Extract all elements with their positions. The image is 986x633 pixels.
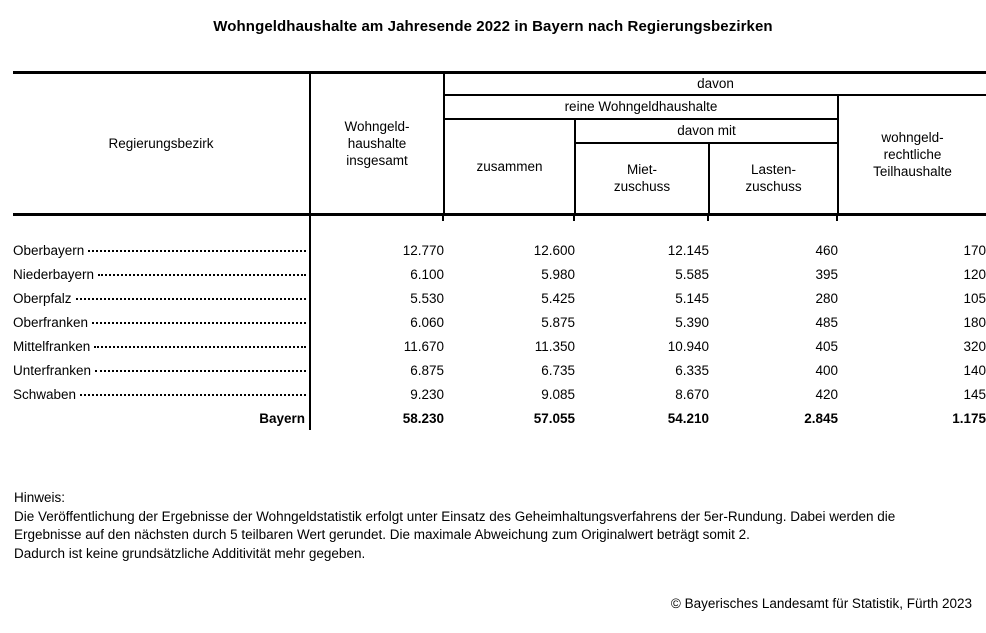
value-cell-miet: 12.145 xyxy=(667,242,709,258)
region-name-cell: Schwaben xyxy=(13,382,311,406)
region-name-cell: Niederbayern xyxy=(13,262,311,286)
value-cell-zusammen: 57.055 xyxy=(533,410,575,426)
region-name: Oberfranken xyxy=(13,314,89,330)
value-cell-miet: 10.940 xyxy=(667,338,709,354)
region-name-cell: Oberpfalz xyxy=(13,286,311,310)
dot-leader xyxy=(98,273,306,276)
value-cell-teil: 320 xyxy=(963,338,986,354)
table-row: Oberfranken 6.060 5.875 5.390 485 180 xyxy=(13,310,986,334)
table-header: Regierungsbezirk Wohngeld- haushalte ins… xyxy=(13,72,986,216)
value-cell-total: 5.530 xyxy=(410,290,444,306)
value-cell-lasten: 420 xyxy=(815,386,838,402)
value-cell-miet: 54.210 xyxy=(667,410,709,426)
value-cell-zusammen: 5.425 xyxy=(541,290,575,306)
group-header-reine-wohngeldhaushalte: reine Wohngeldhaushalte xyxy=(444,94,838,120)
value-cell-miet: 5.585 xyxy=(675,266,709,282)
value-cell-teil: 180 xyxy=(963,314,986,330)
value-cell-miet: 5.145 xyxy=(675,290,709,306)
value-cell-teil: 120 xyxy=(963,266,986,282)
value-cell-total: 6.060 xyxy=(410,314,444,330)
dot-leader xyxy=(75,297,306,300)
region-name: Mittelfranken xyxy=(13,338,91,354)
col-header-insgesamt: Wohngeld- haushalte insgesamt xyxy=(310,72,445,216)
table-row: Niederbayern 6.100 5.980 5.585 395 120 xyxy=(13,262,986,286)
value-cell-lasten: 2.845 xyxy=(804,410,838,426)
copyright: © Bayerisches Landesamt für Statistik, F… xyxy=(670,596,972,611)
value-cell-lasten: 405 xyxy=(815,338,838,354)
dot-leader xyxy=(95,369,306,372)
col-header-mietzuschuss: Miet- zuschuss xyxy=(575,142,710,216)
value-cell-lasten: 280 xyxy=(815,290,838,306)
dot-leader xyxy=(88,249,306,252)
value-cell-total: 58.230 xyxy=(402,410,444,426)
value-cell-teil: 1.175 xyxy=(952,410,986,426)
column-rule-stub xyxy=(575,214,709,238)
table-row: Oberpfalz 5.530 5.425 5.145 280 105 xyxy=(13,286,986,310)
value-cell-zusammen: 5.980 xyxy=(541,266,575,282)
note-text: Die Veröffentlichung der Ergebnisse der … xyxy=(14,508,896,561)
col-header-teilhaushalte: wohngeld- rechtliche Teilhaushalte xyxy=(836,94,986,216)
wohngeld-table: Regierungsbezirk Wohngeld- haushalte ins… xyxy=(13,71,986,430)
col-header-lastenzuschuss: Lasten- zuschuss xyxy=(709,142,838,216)
value-cell-lasten: 460 xyxy=(815,242,838,258)
region-name: Schwaben xyxy=(13,386,77,402)
value-cell-lasten: 400 xyxy=(815,362,838,378)
group-header-davon: davon xyxy=(444,72,986,96)
page-title: Wohngeldhaushalte am Jahresende 2022 in … xyxy=(213,18,773,35)
table-body: Oberbayern 12.770 12.600 12.145 460 170 Nieder… xyxy=(13,214,986,430)
value-cell-zusammen: 5.875 xyxy=(541,314,575,330)
value-cell-lasten: 395 xyxy=(815,266,838,282)
region-name: Oberbayern xyxy=(13,242,85,258)
value-cell-zusammen: 11.350 xyxy=(534,338,575,354)
value-cell-miet: 6.335 xyxy=(675,362,709,378)
value-cell-teil: 170 xyxy=(963,242,986,258)
dot-leader xyxy=(92,321,306,324)
value-cell-total: 9.230 xyxy=(410,386,444,402)
region-name-cell: Bayern xyxy=(13,406,311,430)
value-cell-zusammen: 9.085 xyxy=(541,386,575,402)
table-row: Unterfranken 6.875 6.735 6.335 400 140 xyxy=(13,358,986,382)
value-cell-total: 11.670 xyxy=(403,338,444,354)
spacer-row xyxy=(13,214,986,239)
table-row: Mittelfranken 11.670 11.350 10.940 405 320 xyxy=(13,334,986,358)
value-cell-total: 6.875 xyxy=(410,362,444,378)
spacer-cell xyxy=(838,215,986,239)
note-label: Hinweis: xyxy=(14,490,66,505)
group-header-davon-mit: davon mit xyxy=(575,118,838,144)
region-name-cell: Unterfranken xyxy=(13,358,311,382)
value-cell-teil: 145 xyxy=(963,386,986,402)
note: Hinweis: Die Veröffentlichung der Ergebn… xyxy=(14,489,944,563)
value-cell-teil: 140 xyxy=(963,362,986,378)
column-rule-stub xyxy=(444,214,575,238)
region-name: Oberpfalz xyxy=(13,290,72,306)
dot-leader xyxy=(80,393,306,396)
dot-leader xyxy=(94,345,306,348)
col-header-regierungsbezirk: Regierungsbezirk xyxy=(13,72,311,216)
value-cell-miet: 8.670 xyxy=(675,386,709,402)
column-rule-stub xyxy=(709,214,838,238)
table-row: Schwaben 9.230 9.085 8.670 420 145 xyxy=(13,382,986,406)
col-header-zusammen: zusammen xyxy=(444,118,576,216)
value-cell-total: 6.100 xyxy=(410,266,444,282)
column-rule xyxy=(13,214,311,238)
value-cell-zusammen: 6.735 xyxy=(541,362,575,378)
region-name-cell: Mittelfranken xyxy=(13,334,311,358)
value-cell-zusammen: 12.600 xyxy=(533,242,575,258)
region-name: Unterfranken xyxy=(13,362,92,378)
value-cell-lasten: 485 xyxy=(815,314,838,330)
value-cell-teil: 105 xyxy=(963,290,986,306)
value-cell-total: 12.770 xyxy=(402,242,444,258)
region-name: Niederbayern xyxy=(13,266,95,282)
column-rule-stub xyxy=(310,214,444,238)
region-name-cell: Oberfranken xyxy=(13,310,311,334)
value-cell-miet: 5.390 xyxy=(675,314,709,330)
table-total-row: Bayern 58.230 57.055 54.210 2.845 1.175 xyxy=(13,406,986,430)
table-row: Oberbayern 12.770 12.600 12.145 460 170 xyxy=(13,238,986,262)
region-name-cell: Oberbayern xyxy=(13,238,311,262)
